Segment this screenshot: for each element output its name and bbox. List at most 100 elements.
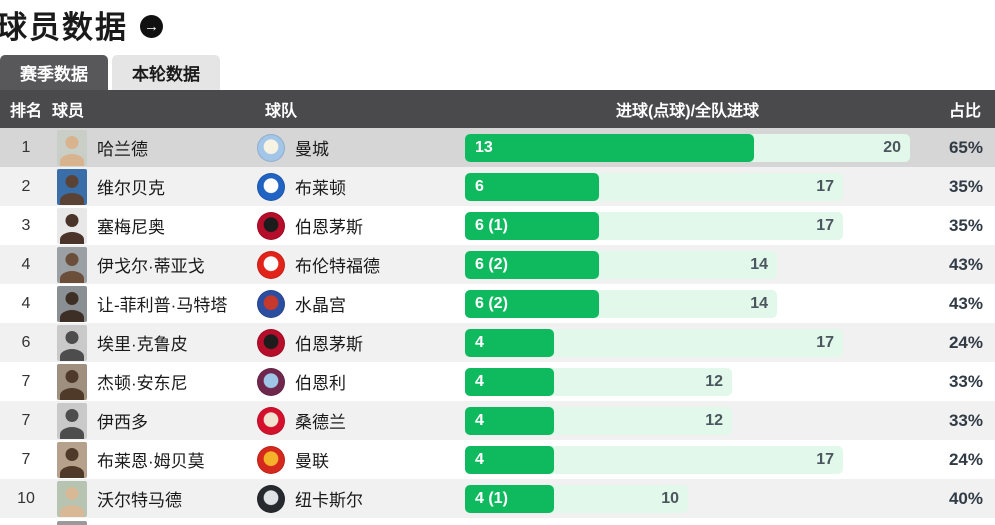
player-photo — [57, 207, 87, 244]
team-name: 曼城 — [295, 140, 329, 159]
player-goals-bar: 6 (2) — [465, 250, 599, 279]
goals-bar: 17 4 — [465, 445, 910, 474]
table-row[interactable]: 4 让-菲利普·马特塔 水晶宫 14 6 (2) 43% — [0, 284, 995, 323]
table-row[interactable]: 2 维尔贝克 布莱顿 17 6 35% — [0, 167, 995, 206]
tab-bar: 赛季数据 本轮数据 — [0, 55, 995, 90]
team-name: 曼联 — [295, 452, 329, 471]
goals-bar: 14 6 (2) — [465, 289, 910, 318]
more-arrow-icon[interactable]: → — [140, 15, 163, 38]
player-photo — [57, 441, 87, 478]
team-badge-icon — [257, 484, 285, 513]
avatar-head-shape — [65, 174, 79, 188]
player-name: 塞梅尼奥 — [97, 218, 165, 237]
share-percent: 35% — [948, 215, 983, 235]
avatar-head-shape — [65, 486, 79, 500]
next-row-avatar-peek — [57, 521, 87, 525]
table-row[interactable]: 6 埃里·克鲁皮 伯恩茅斯 17 4 24% — [0, 323, 995, 362]
player-name: 哈兰德 — [97, 140, 148, 159]
table-row[interactable]: 7 布莱恩·姆贝莫 曼联 17 4 24% — [0, 440, 995, 479]
share-percent: 65% — [948, 137, 983, 157]
goals-bar: 12 4 — [465, 367, 910, 396]
player-name: 让-菲利普·马特塔 — [97, 296, 228, 315]
share-percent: 43% — [948, 293, 983, 313]
bottom-strip — [0, 518, 995, 525]
share-percent: 35% — [948, 176, 983, 196]
table-row[interactable]: 4 伊戈尔·蒂亚戈 布伦特福德 14 6 (2) 43% — [0, 245, 995, 284]
table-row[interactable]: 7 伊西多 桑德兰 12 4 33% — [0, 401, 995, 440]
player-goals-bar: 6 (1) — [465, 211, 599, 240]
player-photo — [57, 363, 87, 400]
avatar-torso-shape — [60, 153, 84, 166]
share-percent: 33% — [948, 371, 983, 391]
team-badge-icon — [257, 133, 285, 162]
player-photo — [57, 480, 87, 517]
player-photo — [57, 168, 87, 205]
avatar-torso-shape — [60, 348, 84, 361]
team-badge-icon — [257, 211, 285, 240]
goals-bar: 17 6 — [465, 172, 910, 201]
avatar-head-shape — [65, 330, 79, 344]
avatar-head-shape — [65, 408, 79, 422]
table-row[interactable]: 3 塞梅尼奥 伯恩茅斯 17 6 (1) 35% — [0, 206, 995, 245]
avatar-head-shape — [65, 291, 79, 305]
player-name: 布莱恩·姆贝莫 — [97, 452, 205, 471]
goals-bar: 12 4 — [465, 406, 910, 435]
column-header-rank: 排名 — [9, 103, 42, 120]
column-header-team: 球队 — [265, 103, 298, 120]
team-badge-icon — [257, 328, 285, 357]
player-table-body: 1 哈兰德 曼城 20 13 65% 2 维尔贝克 布莱顿 17 6 35% 3 塞梅尼奥 伯恩茅斯 17 6 … — [0, 128, 995, 518]
player-goals-bar: 13 — [465, 133, 754, 162]
table-header: 排名 球员 球队 进球(点球)/全队进球 占比 — [0, 90, 995, 128]
page-title: 球员数据 — [0, 10, 128, 45]
tab-season-data[interactable]: 赛季数据 — [0, 55, 108, 90]
avatar-torso-shape — [60, 387, 84, 400]
table-row[interactable]: 10 沃尔特马德 纽卡斯尔 10 4 (1) 40% — [0, 479, 995, 518]
table-row[interactable]: 1 哈兰德 曼城 20 13 65% — [0, 128, 995, 167]
team-badge-icon — [257, 250, 285, 279]
rank-value: 7 — [21, 372, 31, 390]
column-header-share: 占比 — [948, 103, 981, 120]
team-name: 伯恩利 — [295, 374, 346, 393]
player-photo — [57, 324, 87, 361]
column-header-player: 球员 — [52, 103, 85, 120]
rank-value: 1 — [21, 138, 31, 156]
player-goals-bar: 4 (1) — [465, 484, 554, 513]
team-name: 伯恩茅斯 — [295, 218, 363, 237]
player-goals-bar: 6 — [465, 172, 599, 201]
player-name: 伊戈尔·蒂亚戈 — [97, 257, 205, 276]
share-percent: 43% — [948, 254, 983, 274]
goals-bar: 10 4 (1) — [465, 484, 910, 513]
rank-value: 2 — [21, 177, 31, 195]
avatar-torso-shape — [60, 231, 84, 244]
team-badge-icon — [257, 445, 285, 474]
avatar-head-shape — [65, 369, 79, 383]
team-badge-icon — [257, 289, 285, 318]
rank-value: 7 — [21, 411, 31, 429]
avatar-torso-shape — [60, 192, 84, 205]
share-percent: 24% — [948, 332, 983, 352]
team-name: 布伦特福德 — [295, 257, 380, 276]
goals-bar: 17 4 — [465, 328, 910, 357]
rank-value: 3 — [21, 216, 31, 234]
team-badge-icon — [257, 367, 285, 396]
avatar-torso-shape — [60, 504, 84, 517]
table-row[interactable]: 7 杰顿·安东尼 伯恩利 12 4 33% — [0, 362, 995, 401]
rank-value: 10 — [17, 489, 35, 507]
player-name: 伊西多 — [97, 413, 148, 432]
avatar-head-shape — [65, 135, 79, 149]
share-percent: 40% — [948, 488, 983, 508]
team-badge-icon — [257, 172, 285, 201]
goals-bar: 17 6 (1) — [465, 211, 910, 240]
rank-value: 7 — [21, 450, 31, 468]
rank-value: 4 — [21, 294, 31, 312]
avatar-torso-shape — [60, 465, 84, 478]
tab-round-data[interactable]: 本轮数据 — [112, 55, 220, 90]
avatar-torso-shape — [60, 309, 84, 322]
share-percent: 33% — [948, 410, 983, 430]
team-name: 伯恩茅斯 — [295, 335, 363, 354]
player-photo — [57, 129, 87, 166]
avatar-torso-shape — [60, 426, 84, 439]
player-name: 埃里·克鲁皮 — [97, 335, 188, 354]
player-goals-bar: 4 — [465, 328, 554, 357]
player-goals-bar: 6 (2) — [465, 289, 599, 318]
